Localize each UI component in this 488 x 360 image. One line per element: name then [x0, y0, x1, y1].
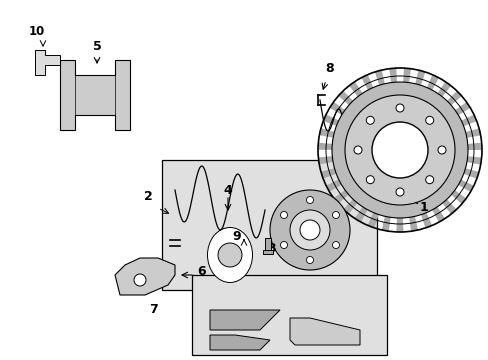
Bar — [264, 238, 270, 252]
Wedge shape — [325, 150, 399, 192]
Circle shape — [306, 197, 313, 203]
Text: 3: 3 — [267, 242, 276, 255]
Circle shape — [332, 212, 339, 219]
Wedge shape — [354, 150, 399, 222]
Circle shape — [218, 243, 242, 267]
Bar — [263, 250, 272, 254]
Circle shape — [331, 82, 467, 218]
Ellipse shape — [207, 228, 252, 283]
Bar — [162, 160, 376, 290]
Wedge shape — [329, 102, 399, 150]
Circle shape — [437, 146, 445, 154]
Polygon shape — [209, 310, 280, 330]
Wedge shape — [317, 143, 399, 150]
Wedge shape — [338, 91, 399, 150]
Wedge shape — [395, 150, 403, 232]
Text: 2: 2 — [143, 190, 152, 203]
Circle shape — [332, 242, 339, 248]
Wedge shape — [399, 129, 480, 150]
Circle shape — [355, 158, 363, 166]
Wedge shape — [399, 150, 478, 179]
Wedge shape — [374, 70, 399, 150]
Circle shape — [425, 116, 433, 124]
Text: 5: 5 — [92, 40, 101, 53]
Circle shape — [269, 190, 349, 270]
Polygon shape — [115, 258, 175, 295]
Wedge shape — [399, 143, 481, 150]
Wedge shape — [388, 68, 399, 150]
Polygon shape — [35, 50, 60, 75]
Circle shape — [371, 122, 427, 178]
Circle shape — [280, 212, 287, 219]
Wedge shape — [399, 102, 469, 150]
Wedge shape — [367, 150, 399, 228]
Wedge shape — [399, 82, 450, 150]
Wedge shape — [333, 150, 399, 204]
Text: 7: 7 — [148, 303, 157, 316]
Text: 4: 4 — [223, 184, 232, 197]
Text: 1: 1 — [419, 201, 427, 213]
Wedge shape — [399, 68, 410, 150]
Wedge shape — [320, 150, 399, 179]
Wedge shape — [319, 128, 399, 150]
Circle shape — [299, 220, 319, 240]
Wedge shape — [399, 114, 476, 150]
Circle shape — [353, 146, 361, 154]
Wedge shape — [399, 150, 456, 214]
Circle shape — [345, 95, 454, 205]
Wedge shape — [318, 150, 399, 165]
Circle shape — [306, 256, 313, 264]
Polygon shape — [209, 335, 269, 350]
Text: 10: 10 — [29, 25, 45, 38]
Wedge shape — [381, 150, 399, 231]
Wedge shape — [399, 75, 438, 150]
Circle shape — [134, 274, 146, 286]
Wedge shape — [399, 91, 461, 150]
Circle shape — [395, 104, 403, 112]
Wedge shape — [399, 150, 417, 231]
Wedge shape — [361, 75, 399, 150]
Wedge shape — [348, 82, 399, 150]
Wedge shape — [343, 150, 399, 214]
Polygon shape — [183, 205, 269, 295]
Bar — [192, 275, 386, 355]
Wedge shape — [399, 70, 425, 150]
Wedge shape — [323, 114, 399, 150]
Text: 9: 9 — [232, 230, 241, 243]
Polygon shape — [60, 60, 130, 130]
Wedge shape — [399, 143, 481, 150]
Text: 8: 8 — [325, 62, 334, 75]
Polygon shape — [289, 318, 359, 345]
Circle shape — [366, 176, 373, 184]
Circle shape — [395, 188, 403, 196]
Wedge shape — [399, 150, 473, 192]
Wedge shape — [399, 150, 444, 222]
Circle shape — [289, 210, 329, 250]
Wedge shape — [399, 150, 431, 228]
Circle shape — [366, 116, 373, 124]
Circle shape — [425, 176, 433, 184]
Text: 6: 6 — [197, 265, 206, 278]
Wedge shape — [399, 150, 481, 165]
Circle shape — [280, 242, 287, 248]
Wedge shape — [399, 150, 465, 204]
